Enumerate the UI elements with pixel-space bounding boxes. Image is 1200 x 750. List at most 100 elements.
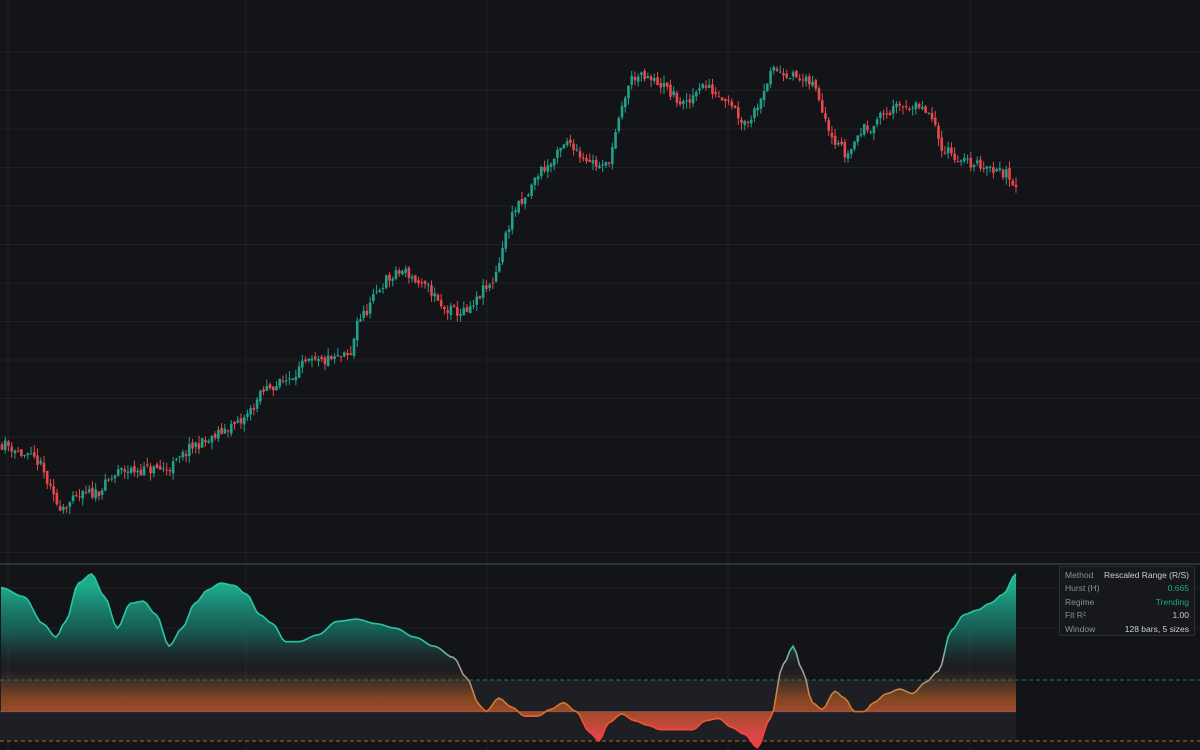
candle-body (946, 147, 950, 154)
candle-body (278, 378, 282, 387)
candle-body (49, 483, 52, 486)
candle-body (62, 506, 65, 511)
candle-body (504, 232, 508, 249)
candle-body (304, 359, 307, 362)
candle-body (136, 470, 139, 473)
candle-body (478, 296, 482, 299)
candle-body (246, 413, 249, 417)
candle-body (1005, 169, 1008, 178)
candle-body (520, 199, 524, 204)
candle-body (675, 92, 679, 103)
candle-body (963, 158, 966, 162)
candle-body (940, 137, 944, 151)
candle-body (950, 147, 953, 154)
candle-body (498, 263, 501, 272)
candle-body (698, 88, 701, 91)
candle-body (275, 386, 278, 391)
candle-body (937, 125, 940, 139)
candle-body (171, 461, 175, 474)
candle-body (317, 358, 320, 362)
candle-body (685, 100, 688, 102)
info-panel: Method Rescaled Range (R/S) Hurst (H) 0.… (1059, 566, 1195, 636)
candle-body (530, 184, 533, 196)
candle-body (827, 119, 831, 131)
info-row-hurst: Hurst (H) 0.665 (1065, 582, 1189, 595)
candle-body (701, 84, 705, 88)
candle-body (288, 378, 291, 380)
candle-body (284, 380, 288, 382)
candle-body (510, 212, 514, 230)
candle-body (433, 293, 437, 297)
candle-body (381, 288, 385, 290)
candle-body (326, 355, 330, 366)
candle-body (346, 353, 349, 355)
candle-body (384, 275, 388, 288)
candle-body (313, 356, 317, 360)
candle-body (569, 139, 572, 143)
candle-body (636, 76, 640, 82)
candle-body (365, 310, 369, 316)
candle-body (552, 158, 556, 166)
candle-body (979, 159, 982, 169)
fit-value: 1.00 (1172, 610, 1189, 621)
candle-body (808, 76, 811, 85)
candle-body (778, 71, 782, 73)
candle-body (397, 270, 401, 274)
candle-body (472, 305, 475, 307)
candle-body (404, 269, 407, 273)
candle-body (607, 162, 611, 164)
candle-body (775, 68, 779, 71)
candle-body (485, 285, 488, 290)
candle-body (562, 144, 566, 149)
candle-body (407, 267, 411, 278)
candle-body (514, 210, 517, 213)
candle-body (872, 126, 876, 134)
candle-body (691, 95, 695, 104)
candle-body (749, 119, 753, 124)
candle-body (16, 450, 20, 452)
candle-body (859, 134, 863, 136)
candle-body (26, 453, 30, 455)
candle-body (917, 104, 921, 108)
candle-body (694, 92, 698, 97)
candle-body (933, 117, 937, 125)
candles (0, 65, 1018, 515)
candle-body (707, 84, 711, 88)
candle-body (468, 306, 472, 313)
candle-body (820, 100, 824, 113)
candle-body (207, 440, 210, 443)
candle-body (100, 490, 104, 495)
candle-body (281, 380, 285, 382)
candle-body (113, 475, 117, 479)
candle-body (475, 296, 479, 305)
candle-body (724, 99, 727, 101)
candle-body (572, 143, 575, 150)
candle-body (985, 166, 989, 169)
candle-body (804, 76, 808, 82)
candle-body (226, 430, 230, 432)
candle-body (420, 282, 424, 284)
candle-body (259, 390, 262, 402)
candle-body (213, 433, 217, 438)
candle-body (539, 166, 543, 177)
candle-body (888, 112, 892, 115)
candle-body (543, 166, 546, 172)
candle-body (833, 135, 837, 145)
candle-body (846, 153, 850, 159)
candle-body (456, 307, 459, 316)
candle-body (149, 466, 152, 474)
pane-divider[interactable] (0, 563, 1200, 565)
candle-body (581, 157, 585, 159)
candle-body (191, 442, 194, 449)
candle-body (669, 84, 672, 97)
candle-body (688, 99, 692, 103)
candle-body (843, 142, 847, 158)
main-grid (0, 0, 1200, 563)
candle-body (782, 73, 785, 76)
candle-body (333, 356, 336, 360)
candle-body (239, 418, 243, 424)
candle-body (307, 358, 311, 361)
candle-body (801, 79, 805, 81)
candle-body (527, 194, 530, 197)
candle-body (736, 107, 740, 119)
